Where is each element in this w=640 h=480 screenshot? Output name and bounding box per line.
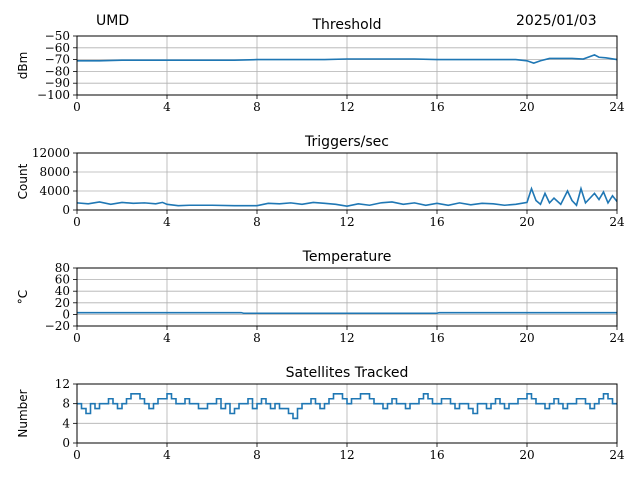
x-tick-label-2: 8: [253, 448, 261, 462]
chart-panel-2: 0 4 8 12 16 20 24 0 4000 8000 12000 Triggers/sec Cou…: [16, 134, 625, 229]
x-tick-label-4: 16: [429, 448, 444, 462]
y-tick-label-2: 20: [55, 296, 70, 310]
y-tick-label-0: −20: [45, 319, 70, 333]
x-tick-label-0: 0: [73, 215, 81, 229]
x-tick-label-0: 0: [73, 100, 81, 114]
y-tick-label-1: 4000: [39, 184, 70, 198]
chart-panel-1: 0 4 8 12 16 20 24 −100−90−80−70−60−50 Threshold d…: [16, 17, 625, 114]
x-tick-label-1: 4: [163, 448, 171, 462]
chart-title: Threshold: [312, 17, 382, 33]
series-line: [77, 393, 617, 420]
y-tick-label-3: −70: [45, 53, 70, 67]
x-tick-label-3: 12: [339, 100, 354, 114]
y-tick-label-3: 12: [55, 377, 70, 391]
x-tick-label-5: 20: [519, 331, 534, 345]
x-tick-label-1: 4: [163, 100, 171, 114]
x-tick-label-6: 24: [609, 215, 625, 229]
x-tick-label-5: 20: [519, 448, 534, 462]
x-tick-label-4: 16: [429, 215, 444, 229]
y-tick-label-4: −60: [45, 41, 70, 55]
x-tick-label-1: 4: [163, 331, 171, 345]
y-tick-label-0: −100: [37, 88, 70, 102]
x-tick-label-6: 24: [609, 100, 625, 114]
x-tick-label-4: 16: [429, 331, 444, 345]
y-tick-label-1: −90: [45, 76, 70, 90]
y-tick-label-5: 80: [55, 261, 70, 275]
y-tick-label-2: 8000: [39, 165, 70, 179]
y-tick-label-1: 0: [62, 307, 70, 321]
y-axis-label: Count: [16, 163, 30, 199]
x-tick-label-3: 12: [339, 331, 354, 345]
x-tick-label-3: 12: [339, 215, 354, 229]
y-tick-label-3: 12000: [32, 146, 70, 160]
x-tick-label-2: 8: [253, 215, 261, 229]
series-line: [77, 54, 618, 64]
y-tick-label-0: 0: [62, 436, 70, 450]
series-line: [76, 185, 618, 208]
x-tick-label-0: 0: [73, 448, 81, 462]
site-label: UMD: [96, 13, 130, 29]
x-tick-label-2: 8: [253, 100, 261, 114]
y-tick-label-2: 8: [62, 397, 70, 411]
x-tick-label-4: 16: [429, 100, 444, 114]
x-tick-label-5: 20: [519, 100, 534, 114]
y-axis-label: °C: [16, 290, 30, 304]
y-tick-label-5: −50: [45, 29, 70, 43]
y-axis-label: Number: [16, 389, 30, 437]
chart-title: Triggers/sec: [304, 134, 389, 150]
chart-title: Satellites Tracked: [286, 365, 409, 381]
y-tick-label-0: 0: [62, 203, 70, 217]
y-axis-label: dBm: [16, 52, 30, 80]
y-tick-label-1: 4: [62, 416, 70, 430]
y-tick-label-2: −80: [45, 64, 70, 78]
x-tick-label-1: 4: [163, 215, 171, 229]
x-tick-label-2: 8: [253, 331, 261, 345]
y-tick-label-3: 40: [55, 284, 70, 298]
date-label: 2025/01/03: [516, 13, 597, 29]
x-tick-label-5: 20: [519, 215, 534, 229]
series-line: [77, 311, 617, 315]
x-tick-label-6: 24: [609, 448, 625, 462]
y-tick-label-4: 60: [55, 273, 70, 287]
x-tick-label-3: 12: [339, 448, 354, 462]
chart-title: Temperature: [302, 249, 392, 265]
x-tick-label-6: 24: [609, 331, 625, 345]
chart-panel-4: 0 4 8 12 16 20 24 0 4 8 12 Satellites Tracked Number: [16, 365, 625, 462]
x-tick-label-0: 0: [73, 331, 81, 345]
